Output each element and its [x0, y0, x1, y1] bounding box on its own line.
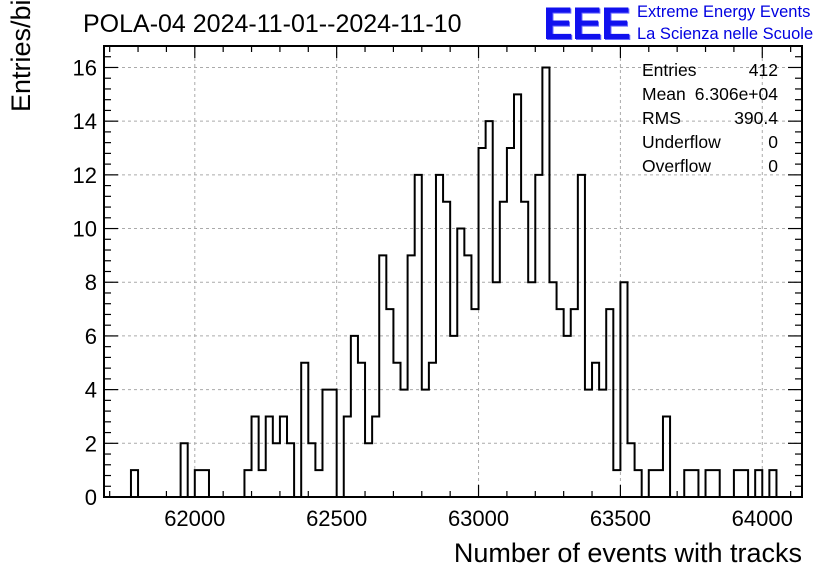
chart-title: POLA-04 2024-11-01--2024-11-10: [83, 10, 462, 38]
y-tick-label: 10: [73, 217, 97, 242]
stats-value: 0: [768, 132, 778, 152]
stats-value: 412: [748, 60, 778, 80]
plot-frame: [103, 45, 803, 498]
x-axis-label: Number of events with tracks: [453, 538, 802, 568]
stats-key: RMS: [642, 108, 681, 128]
y-tick-label: 8: [85, 270, 97, 295]
logo-tagline-2: La Scienza nelle Scuole: [637, 25, 814, 43]
stats-row-overflow: Overflow 0: [642, 156, 778, 180]
x-tick-label: 62500: [306, 506, 367, 531]
stats-value: 390.4: [734, 108, 778, 128]
y-tick-label: 12: [73, 163, 97, 188]
y-tick-label: 0: [85, 485, 97, 510]
histogram-outline: [129, 66, 784, 498]
y-axis-label: Entries/bin: [6, 0, 36, 112]
stats-box: Entries 412 Mean 6.306e+04 RMS 390.4 Und…: [642, 60, 778, 180]
stats-row-mean: Mean 6.306e+04: [642, 84, 778, 108]
logo-tagline-1: Extreme Energy Events: [637, 3, 811, 21]
tick-labels: 62000 62500 63000 63500 64000 0 2 4 6 8 10 12 14 16: [73, 55, 793, 531]
y-tick-label: 4: [85, 378, 97, 403]
y-tick-label: 2: [85, 431, 97, 456]
stats-key: Entries: [642, 60, 697, 80]
x-tick-label: 63000: [448, 506, 509, 531]
y-tick-label: 16: [73, 55, 97, 80]
x-tick-label: 63500: [590, 506, 651, 531]
stats-row-underflow: Underflow 0: [642, 132, 778, 156]
stats-row-entries: Entries 412: [642, 60, 778, 84]
stats-value: 6.306e+04: [694, 84, 778, 104]
eee-logo: EEE: [543, 0, 631, 49]
stats-key: Underflow: [642, 132, 721, 152]
grid-lines: [104, 46, 802, 497]
x-tick-label: 64000: [732, 506, 793, 531]
y-tick-label: 6: [85, 324, 97, 349]
stats-row-rms: RMS 390.4: [642, 108, 778, 132]
y-tick-label: 14: [73, 109, 97, 134]
x-tick-label: 62000: [164, 506, 225, 531]
stats-key: Overflow: [642, 156, 712, 176]
stats-value: 0: [768, 156, 778, 176]
stats-key: Mean: [642, 84, 686, 104]
